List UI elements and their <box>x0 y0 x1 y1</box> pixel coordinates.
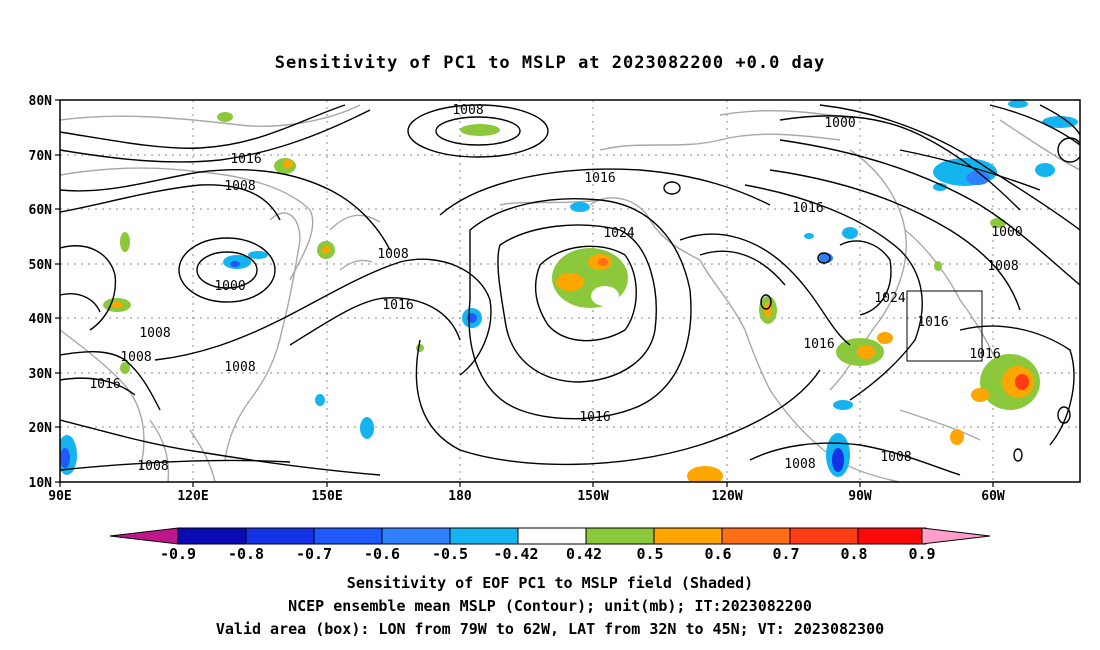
lat-tick-label: 20N <box>29 421 53 436</box>
map-frame <box>59 99 1081 483</box>
colorbar-box <box>789 527 859 545</box>
colorbar: -0.9 -0.8 -0.7 -0.6 -0.5 -0.42 0.42 0.5 … <box>109 527 991 563</box>
colorbar-label: -0.9 <box>160 545 196 563</box>
contour-label: 1000 <box>214 279 245 294</box>
contour-label: 1016 <box>917 315 948 330</box>
contour-label: 1016 <box>579 410 610 425</box>
colorbar-box <box>585 527 655 545</box>
lon-tick-label: 90W <box>848 489 872 504</box>
tick-marks <box>55 99 994 487</box>
lon-tick-label: 150W <box>577 489 608 504</box>
valid-area-box <box>906 290 983 362</box>
contour-label: 1008 <box>880 450 911 465</box>
colorbar-label: -0.7 <box>296 545 332 563</box>
colorbar-left-triangle <box>109 527 179 545</box>
map-panel: 1008 1016 1008 1000 1008 1008 1016 1008 … <box>60 100 1080 482</box>
contour-label: 1024 <box>874 291 905 306</box>
colorbar-box <box>381 527 451 545</box>
footer-line-3: Valid area (box): LON from 79W to 62W, L… <box>216 620 884 638</box>
lon-tick-label: 90E <box>48 489 71 504</box>
mslp-contours <box>60 104 1080 476</box>
colorbar-box <box>721 527 791 545</box>
contour-label: 1008 <box>452 103 483 118</box>
colorbar-box <box>245 527 315 545</box>
contour-label: 1008 <box>784 457 815 472</box>
colorbar-box <box>517 527 587 545</box>
contour-label: 1016 <box>584 171 615 186</box>
colorbar-label: 0.8 <box>840 545 867 563</box>
lat-tick-label: 80N <box>29 94 53 109</box>
colorbar-label: -0.8 <box>228 545 264 563</box>
colorbar-box <box>653 527 723 545</box>
colorbar-box <box>857 527 927 545</box>
contour-label: 1016 <box>792 201 823 216</box>
colorbar-label: 0.9 <box>908 545 935 563</box>
lat-tick-label: 10N <box>29 476 53 491</box>
contour-label: 1008 <box>224 360 255 375</box>
lat-tick-label: 60N <box>29 203 53 218</box>
contour-label: 1016 <box>803 337 834 352</box>
lat-tick-label: 40N <box>29 312 53 327</box>
lon-tick-label: 120E <box>177 489 208 504</box>
contour-label: 1016 <box>230 152 261 167</box>
contour-label: 1016 <box>382 298 413 313</box>
contour-label: 1008 <box>139 326 170 341</box>
lon-tick-label: 120W <box>711 489 742 504</box>
colorbar-label: 0.42 <box>566 545 602 563</box>
contour-label: 1016 <box>969 347 1000 362</box>
footer-line-2: NCEP ensemble mean MSLP (Contour); unit(… <box>288 597 812 615</box>
lat-tick-label: 50N <box>29 258 53 273</box>
contour-label: 1008 <box>120 350 151 365</box>
sensitivity-shading <box>60 100 1078 482</box>
colorbar-box <box>313 527 383 545</box>
lat-tick-label: 70N <box>29 149 53 164</box>
contour-label: 1000 <box>824 116 855 131</box>
contour-label: 1008 <box>224 179 255 194</box>
chart-title: Sensitivity of PC1 to MSLP at 2023082200… <box>275 53 826 73</box>
contour-label: 1000 <box>991 225 1022 240</box>
colorbar-boxes <box>177 527 927 545</box>
contour-labels: 1008 1016 1008 1000 1008 1008 1016 1008 … <box>89 103 1022 474</box>
footer-line-1: Sensitivity of EOF PC1 to MSLP field (Sh… <box>347 574 753 592</box>
contour-label: 1016 <box>89 377 120 392</box>
contour-label: 1024 <box>603 226 634 241</box>
lat-tick-label: 30N <box>29 367 53 382</box>
lat-axis: 80N 70N 60N 50N 40N 30N 20N 10N <box>29 94 53 491</box>
colorbar-label: 0.6 <box>704 545 731 563</box>
colorbar-label: -0.6 <box>364 545 400 563</box>
lon-tick-label: 180 <box>448 489 472 504</box>
lon-tick-label: 150E <box>311 489 342 504</box>
colorbar-right-triangle <box>921 527 991 545</box>
colorbar-labels: -0.9 -0.8 -0.7 -0.6 -0.5 -0.42 0.42 0.5 … <box>160 545 936 563</box>
colorbar-label: -0.5 <box>432 545 468 563</box>
colorbar-label: 0.7 <box>772 545 799 563</box>
lon-tick-label: 60W <box>981 489 1005 504</box>
colorbar-label: 0.5 <box>636 545 663 563</box>
colorbar-label: -0.42 <box>493 545 538 563</box>
colorbar-box <box>177 527 247 545</box>
footer: Sensitivity of EOF PC1 to MSLP field (Sh… <box>216 574 884 638</box>
lon-axis: 90E 120E 150E 180 150W 120W 90W 60W <box>48 489 1005 504</box>
contour-label: 1008 <box>377 247 408 262</box>
contour-label: 1008 <box>987 259 1018 274</box>
colorbar-box <box>449 527 519 545</box>
contour-label: 1008 <box>137 459 168 474</box>
